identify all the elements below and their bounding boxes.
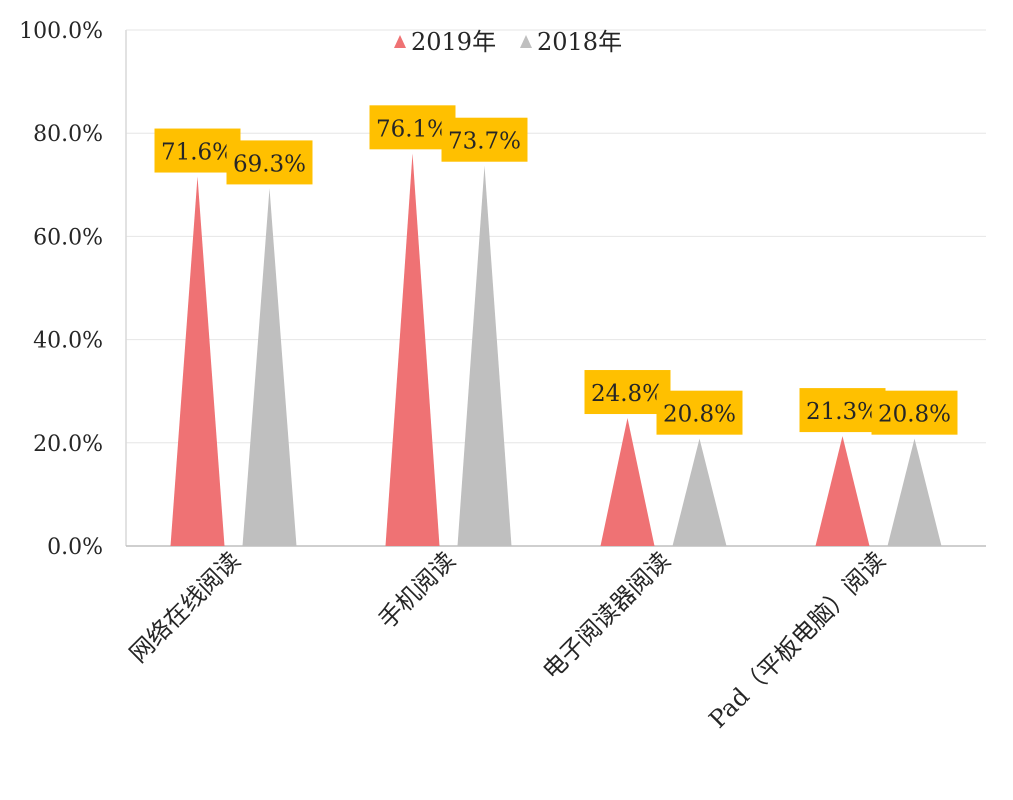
chart-marks: [170, 153, 942, 547]
y-tick-label: 40.0%: [33, 329, 103, 354]
data-label-box: [584, 370, 671, 415]
legend-marker: [394, 35, 406, 48]
y-axis: 0.0% 20.0% 40.0% 60.0% 80.0% 100.0%: [19, 19, 127, 560]
triangle-mark: [672, 438, 727, 546]
data-label: 73.7%: [448, 129, 521, 155]
data-label: 69.3%: [233, 151, 306, 177]
data-label: 20.8%: [663, 402, 736, 428]
legend: 2019年 2018年: [394, 28, 622, 56]
triangle-mark: [385, 153, 440, 546]
data-labels: 71.6% 76.1% 24.8% 21.3% 69.3% 73.7% 20.8% 20.8%: [154, 105, 958, 435]
y-tick-label: 60.0%: [33, 225, 103, 250]
legend-label: 2018年: [537, 28, 622, 56]
y-tick-label: 80.0%: [33, 122, 103, 147]
x-category-label: 电子阅读器阅读: [537, 546, 676, 685]
x-category-label: 网络在线阅读: [124, 546, 246, 668]
legend-marker: [520, 35, 532, 48]
triangle-mark: [600, 418, 655, 546]
data-label: 76.1%: [376, 116, 449, 142]
triangle-mark: [242, 188, 297, 547]
triangle-mark: [815, 436, 870, 546]
triangle-mark: [170, 176, 225, 546]
x-axis: 网络在线阅读 手机阅读 电子阅读器阅读 Pad（平板电脑）阅读: [124, 545, 986, 734]
y-tick-label: 20.0%: [33, 432, 103, 457]
data-label-box: [871, 390, 958, 435]
data-label-box: [656, 390, 743, 435]
triangle-mark: [887, 438, 942, 546]
data-label: 71.6%: [161, 140, 234, 166]
triangle-mark: [457, 165, 512, 546]
legend-label: 2019年: [411, 28, 496, 56]
data-label-box: [369, 105, 456, 150]
data-label: 20.8%: [878, 402, 951, 428]
x-category-label: Pad（平板电脑）阅读: [704, 546, 891, 733]
y-tick-label: 0.0%: [47, 535, 103, 560]
data-label: 21.3%: [806, 399, 879, 425]
data-label-box: [154, 128, 241, 173]
y-tick-label: 100.0%: [19, 19, 103, 44]
data-label-box: [441, 117, 528, 162]
data-label-box: [226, 140, 313, 185]
data-label-box: [799, 388, 886, 433]
data-label: 24.8%: [591, 381, 664, 407]
x-category-label: 手机阅读: [373, 546, 461, 634]
